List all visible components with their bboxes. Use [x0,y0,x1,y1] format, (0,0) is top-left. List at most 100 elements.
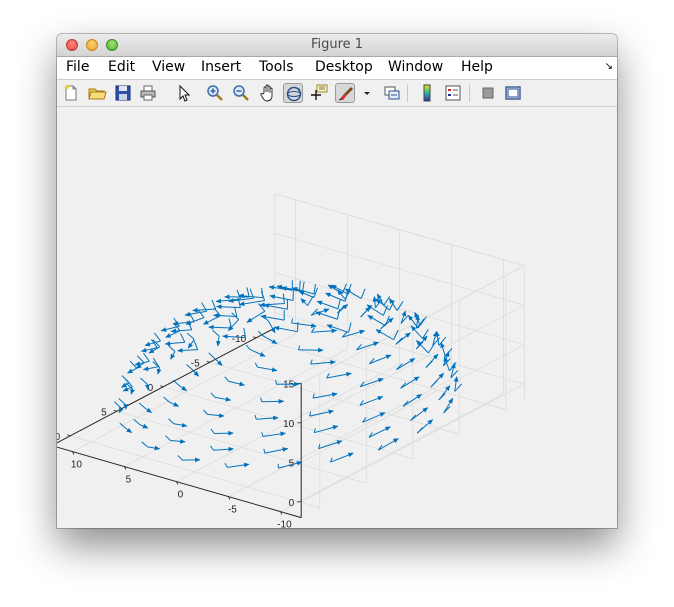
y-axis-line [57,446,302,519]
pan-hand-icon[interactable] [258,83,278,103]
quiver-stub [402,400,409,407]
quiver-arrow [362,412,386,423]
quiver-arrow [238,300,265,307]
quiver-arrow [330,452,354,463]
tick-mark [160,385,164,388]
data-cursor-icon[interactable] [309,83,329,103]
save-icon[interactable] [113,83,133,103]
link-plot-icon[interactable] [382,83,402,103]
y-tick-label: -10 [232,334,247,345]
z-tick-label: 5 [289,458,295,469]
quiver-arrow [184,310,207,317]
quiver-stub [129,360,138,369]
axes-area[interactable]: 10 5 0 -5 -10 10 5 0 -5 -10 0 5 10 15 [57,107,617,528]
brush-icon[interactable] [335,83,355,103]
quiver-stub [368,432,373,438]
new-figure-icon[interactable] [61,83,81,103]
toolbar-separator [407,84,408,102]
close-window-button[interactable] [66,39,78,51]
quiver-stub [125,378,133,388]
quiver-arrow [310,359,336,365]
quiver-stub [143,352,150,362]
quiver-stub [258,330,263,336]
quiver-arrow [170,351,176,360]
brush-dropdown-icon[interactable] [357,83,370,103]
title-bar[interactable]: Figure 1 [57,34,617,57]
quiver-arrow [227,462,250,468]
menu-window[interactable]: Window [388,59,444,75]
quiver-arrow [388,298,398,311]
quiver-arrow [402,393,422,407]
quiver-stub [150,339,158,348]
quiver-stub [400,382,407,389]
quiver-arrow [222,334,246,339]
quiver-stub [309,411,312,417]
quiver-stub [336,309,341,320]
quiver-arrow [260,314,285,321]
quiver-stub [254,362,258,368]
quiver-stub [136,355,145,364]
quiver-arrow [342,329,366,338]
quiver-arrow [214,396,232,402]
quiver-stub [400,315,409,324]
quiver-stub [356,343,362,351]
colorbar-icon[interactable] [417,83,437,103]
quiver-arrow [216,335,221,347]
quiver-stub [261,432,264,437]
zoom-in-icon[interactable] [205,83,225,103]
menu-tools[interactable]: Tools [259,59,294,75]
dock-arrow-icon[interactable]: ↘ [604,61,613,72]
open-file-icon[interactable] [87,83,107,103]
quiver-stub [237,297,241,308]
quiver-arrow [440,341,446,357]
quiver-stub [186,364,193,370]
edit-plot-pointer-icon[interactable] [174,83,194,103]
menu-help[interactable]: Help [461,59,493,75]
quiver-stub [152,357,160,367]
quiver-arrow [147,445,161,451]
legend-icon[interactable] [443,83,463,103]
quiver-arrow [291,286,315,295]
axis-lines [57,327,302,519]
menu-desktop[interactable]: Desktop [315,59,373,75]
quiver-arrow [273,325,298,333]
tick-labels: 10 5 0 -5 -10 10 5 0 -5 -10 0 5 10 15 [57,334,302,528]
quiver-stub [302,281,305,292]
box-edge [301,265,525,384]
quiver-stub [210,392,216,398]
quiver-arrow [269,294,294,302]
quiver-stub [360,309,368,318]
quiver-stub [310,359,313,365]
quiver-arrow [145,407,153,414]
quiver-stub [154,332,161,342]
minimize-window-button[interactable] [86,39,98,51]
quiver-stub [172,379,180,386]
x-tick-label: 0 [178,490,184,501]
zoom-out-icon[interactable] [231,83,251,103]
quiver-arrow [170,438,186,444]
menu-view[interactable]: View [152,59,186,75]
zoom-window-button[interactable] [106,39,118,51]
quiver-arrow [122,386,133,392]
quiver-arrow [238,293,264,299]
figure-window: Figure 1 File Edit View Insert Tools Des… [57,34,617,528]
menu-insert[interactable]: Insert [201,59,242,75]
quiver-stub [312,393,315,399]
quiver-stub [298,345,301,351]
quiver-arrow [366,304,384,316]
quiver-stub [438,336,447,346]
menu-edit[interactable]: Edit [108,59,136,75]
quiver-stub [377,444,383,451]
quiver-arrow [259,302,285,308]
hide-plot-tools-icon[interactable] [478,83,498,103]
rotate-3d-icon[interactable] [283,83,303,103]
quiver-plot[interactable]: 10 5 0 -5 -10 10 5 0 -5 -10 0 5 10 15 [57,107,617,528]
quiver-arrow [453,376,459,392]
quiver-stub [388,300,395,311]
quiver-stub [329,457,333,463]
print-icon[interactable] [138,83,158,103]
quiver-arrow [378,438,399,451]
quiver-arrow [359,396,384,406]
show-plot-tools-icon[interactable] [503,83,523,103]
menu-file[interactable]: File [66,59,90,75]
